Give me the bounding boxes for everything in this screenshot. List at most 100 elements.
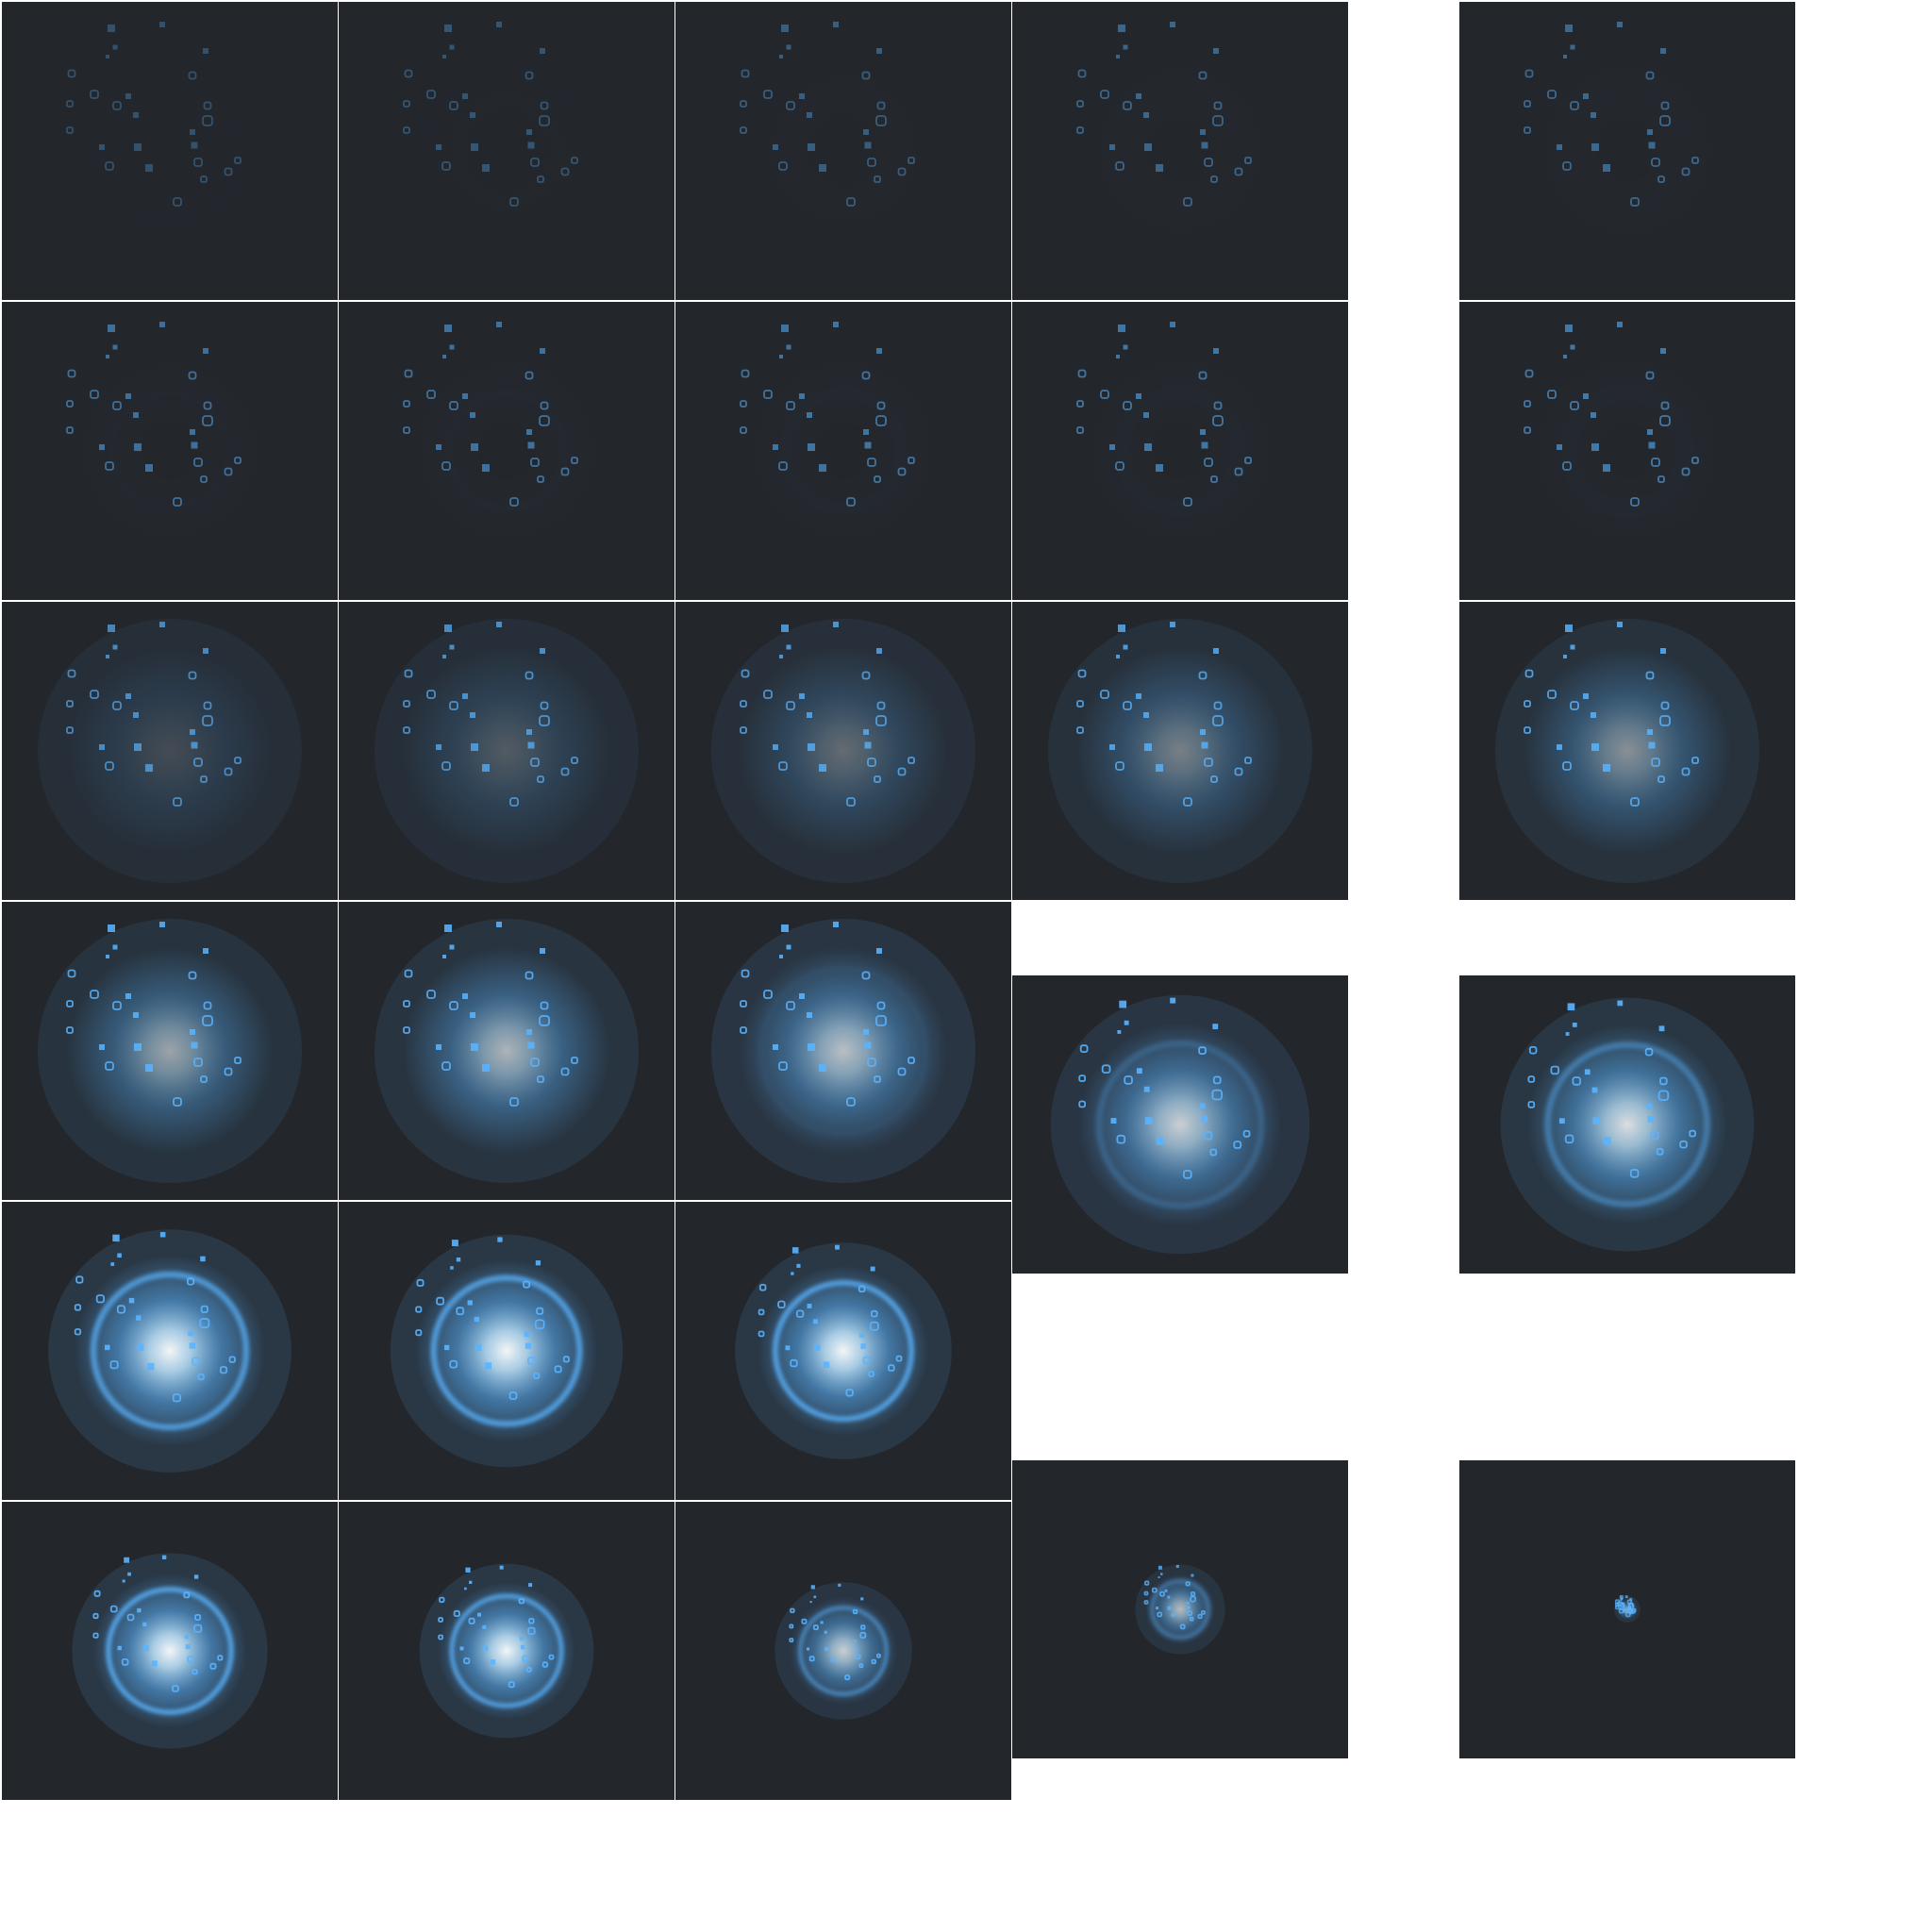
- particle-square: [786, 344, 791, 350]
- particle-square: [1186, 1601, 1190, 1605]
- particle-square: [151, 1660, 158, 1667]
- particle-ring: [193, 758, 203, 767]
- orb-ring: [430, 1274, 583, 1427]
- sprite-frame-11: [2, 602, 338, 900]
- particle-square: [1603, 164, 1610, 172]
- particle-ring: [874, 775, 881, 783]
- particle-square: [161, 1555, 167, 1559]
- particle-ring: [1244, 457, 1252, 464]
- particle-square: [781, 25, 789, 32]
- particle-square: [807, 712, 812, 718]
- particle-ring: [1570, 401, 1579, 410]
- particle-ring: [404, 669, 413, 678]
- particle-square: [860, 1597, 864, 1601]
- particle-square: [808, 743, 815, 751]
- particle-square: [106, 355, 109, 358]
- particle-square: [1213, 48, 1219, 54]
- particle-ring: [763, 990, 773, 999]
- particle-ring: [1198, 671, 1208, 680]
- particle-square: [184, 1635, 189, 1640]
- particle-square: [807, 1647, 810, 1651]
- particle-square: [786, 44, 791, 50]
- particle-square: [1200, 729, 1206, 735]
- particle-ring: [438, 1634, 443, 1641]
- particle-ring: [105, 461, 114, 471]
- particle-square: [813, 1344, 821, 1351]
- particle-square: [112, 344, 118, 350]
- sprite-frame-art: [740, 322, 947, 555]
- particle-square: [449, 44, 455, 50]
- particle-square: [159, 22, 165, 27]
- particle-ring: [554, 1365, 562, 1374]
- particle-square: [1116, 355, 1120, 358]
- particle-ring: [1659, 115, 1671, 126]
- sprite-frame-art: [38, 619, 302, 883]
- particle-ring: [868, 1371, 874, 1377]
- particle-square: [864, 142, 872, 149]
- particle-ring: [1123, 701, 1132, 710]
- particle-ring: [172, 1685, 179, 1692]
- particle-ring: [1185, 1581, 1191, 1587]
- particle-ring: [1659, 415, 1671, 426]
- particle-ring: [1660, 701, 1670, 710]
- particle-ring: [1657, 1090, 1670, 1102]
- particle-ring: [193, 1058, 203, 1067]
- particle-ring: [763, 690, 773, 699]
- particle-square: [1136, 1068, 1142, 1074]
- particle-square: [1660, 48, 1666, 54]
- orb-core: [66, 347, 274, 555]
- particle-square: [540, 948, 545, 954]
- particle-ring: [74, 1328, 82, 1336]
- particle-square: [1170, 997, 1176, 1004]
- particle-ring: [1100, 90, 1109, 99]
- particle-ring: [453, 1609, 460, 1618]
- particle-ring: [188, 971, 197, 980]
- particle-square: [442, 355, 446, 358]
- particle-square: [540, 348, 545, 354]
- particle-ring: [1657, 775, 1665, 783]
- particle-square: [1623, 1608, 1627, 1613]
- particle-square: [191, 741, 198, 749]
- particle-ring: [436, 1296, 444, 1306]
- particle-square: [470, 1012, 475, 1018]
- particle-ring: [200, 175, 208, 183]
- particle-square: [142, 1645, 149, 1651]
- particle-ring: [234, 157, 242, 164]
- particle-square: [203, 648, 208, 654]
- orb-core: [74, 1255, 266, 1447]
- particle-ring: [67, 669, 76, 678]
- particle-ring: [509, 197, 519, 207]
- particle-square: [496, 22, 502, 27]
- particle-ring: [1078, 1100, 1086, 1108]
- particle-square: [786, 644, 791, 650]
- particle-square: [808, 1043, 815, 1051]
- particle-square: [1647, 729, 1653, 735]
- particle-square: [128, 1297, 135, 1304]
- sprite-frame-art: [711, 619, 975, 883]
- particle-ring: [1524, 669, 1534, 678]
- particle-ring: [1182, 1170, 1192, 1179]
- particle-square: [859, 1333, 865, 1338]
- particle-ring: [90, 690, 99, 699]
- particle-ring: [1244, 157, 1252, 164]
- particle-square: [854, 1646, 858, 1650]
- particle-ring: [539, 715, 550, 726]
- particle-square: [482, 464, 490, 472]
- particle-square: [773, 744, 778, 750]
- particle-square: [781, 625, 789, 632]
- particle-ring: [456, 1307, 465, 1316]
- particle-ring: [1614, 1605, 1620, 1610]
- sprite-frame-art: [774, 1582, 912, 1720]
- particle-ring: [403, 726, 410, 734]
- particle-ring: [1198, 371, 1208, 380]
- particle-ring: [1076, 126, 1084, 134]
- particle-ring: [95, 1294, 105, 1304]
- particle-square: [482, 164, 490, 172]
- particle-square: [112, 644, 118, 650]
- particle-square: [200, 1256, 206, 1262]
- particle-square: [1143, 712, 1149, 718]
- particle-square: [1624, 1595, 1628, 1599]
- particle-square: [1567, 1003, 1575, 1011]
- particle-ring: [92, 1632, 99, 1639]
- particle-square: [820, 1621, 824, 1624]
